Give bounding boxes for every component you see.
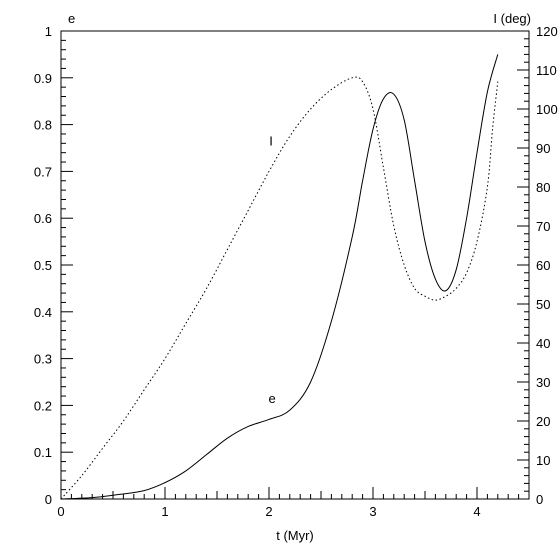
y-left-tick-label: 0.3 [34, 352, 52, 367]
y-left-tick-label: 0.1 [34, 445, 52, 460]
y-right-tick-label: 80 [536, 180, 550, 195]
y-axis-label-right: I (deg) [493, 11, 531, 26]
x-tick-label: 1 [161, 504, 168, 519]
y-left-tick-label: 0.4 [34, 305, 52, 320]
annotations: Ie [269, 134, 276, 406]
y-left-tick-label: 0 [45, 492, 52, 507]
series-lines [60, 54, 499, 500]
y-right-tick-label: 30 [536, 375, 550, 390]
y-right-tick-label: 120 [536, 24, 558, 39]
y-right-tick-label: 90 [536, 141, 550, 156]
y-right-tick-label: 60 [536, 258, 550, 273]
x-tick-label: 2 [265, 504, 272, 519]
annotation-label: e [269, 391, 276, 406]
x-tick-label: 4 [473, 504, 480, 519]
x-tick-label: 3 [369, 504, 376, 519]
series-line-I [60, 76, 499, 500]
y-right-tick-label: 70 [536, 219, 550, 234]
y-right-tick-label: 110 [536, 63, 557, 78]
y-right-tick-label: 100 [536, 102, 558, 117]
y-left-tick-label: 0.7 [34, 164, 52, 179]
y-left-tick-label: 0.5 [34, 258, 52, 273]
plot-frame [60, 30, 530, 500]
y-right-tick-label: 50 [536, 297, 550, 312]
axis-ticks: 0 1 2 3 400.10.20.30.40.50.60.70.80.91010203… [34, 24, 558, 519]
y-left-tick-label: 1 [45, 24, 52, 39]
y-left-tick-label: 0.2 [34, 398, 52, 413]
annotation-label: I [269, 134, 273, 149]
y-right-tick-label: 0 [536, 492, 543, 507]
y-right-tick-label: 40 [536, 336, 550, 351]
y-left-tick-label: 0.9 [34, 71, 52, 86]
y-left-tick-label: 0.8 [34, 118, 52, 133]
plot-frame-group [60, 30, 530, 500]
y-right-tick-label: 10 [536, 453, 550, 468]
y-axis-label-left: e [68, 11, 75, 26]
x-axis-label: t (Myr) [276, 528, 314, 543]
axis-labels: t (Myr) e I (deg) [68, 11, 531, 543]
y-right-tick-label: 20 [536, 414, 550, 429]
series-line-e [60, 54, 499, 500]
y-left-tick-label: 0.6 [34, 211, 52, 226]
x-tick-label: 0 [57, 504, 64, 519]
